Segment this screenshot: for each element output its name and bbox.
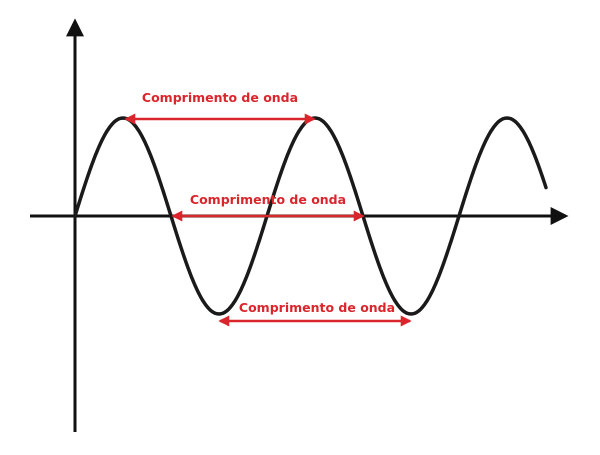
wavelength-label: Comprimento de onda — [239, 300, 395, 315]
wavelength-marker-trough: Comprimento de onda — [218, 300, 412, 327]
axes — [30, 18, 569, 432]
wavelength-marker-peak: Comprimento de onda — [124, 90, 316, 125]
wavelength-label: Comprimento de onda — [190, 192, 346, 207]
wavelength-label: Comprimento de onda — [142, 90, 298, 105]
wavelength-marker-center: Comprimento de onda — [171, 192, 365, 222]
